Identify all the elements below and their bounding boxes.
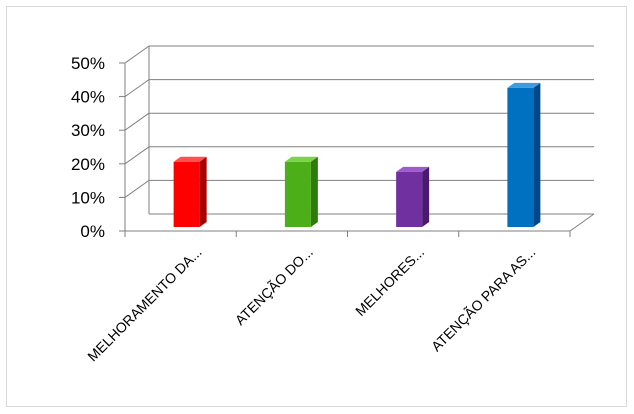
bar-front (507, 87, 534, 227)
bars (173, 82, 541, 227)
y-tick-label: 30% (71, 121, 105, 140)
bar-side (533, 82, 541, 227)
gridline-depth (124, 146, 150, 165)
y-tick-label: 40% (71, 88, 105, 107)
bar-top (396, 166, 430, 172)
bar-front (284, 161, 311, 227)
gridline-depth (124, 112, 150, 131)
x-tick-label: MELHORES... (352, 244, 427, 319)
y-tick-label: 50% (71, 54, 105, 73)
x-tick-labels: MELHORAMENTO DA... ATENÇÃO DO... MELHORES.… (84, 244, 538, 365)
y-tick-label: 10% (71, 188, 105, 207)
bar-top (507, 82, 541, 88)
gridline-depth (124, 79, 150, 98)
y-tick-labels: 0% 10% 20% 30% 40% 50% (71, 54, 105, 241)
bar-top (284, 156, 318, 162)
bar (507, 82, 541, 227)
bar-side (310, 156, 318, 227)
bar (284, 156, 318, 227)
x-tick-label: MELHORAMENTO DA... (84, 244, 205, 365)
bar (396, 166, 430, 227)
bar-side (199, 156, 207, 227)
bar-front (396, 171, 423, 227)
x-tick-label: ATENÇÃO PARA AS... (428, 244, 539, 355)
y-tick-label: 20% (71, 155, 105, 174)
floor-right-edge (569, 213, 595, 232)
gridline-depth (124, 179, 150, 198)
bar-front (173, 161, 200, 227)
bar (173, 156, 207, 227)
x-tick-label: ATENÇÃO DO... (232, 244, 316, 328)
bar-top (173, 156, 207, 162)
gridline-depth (124, 45, 150, 64)
y-tick-label: 0% (80, 222, 105, 241)
bar-side (422, 166, 430, 227)
